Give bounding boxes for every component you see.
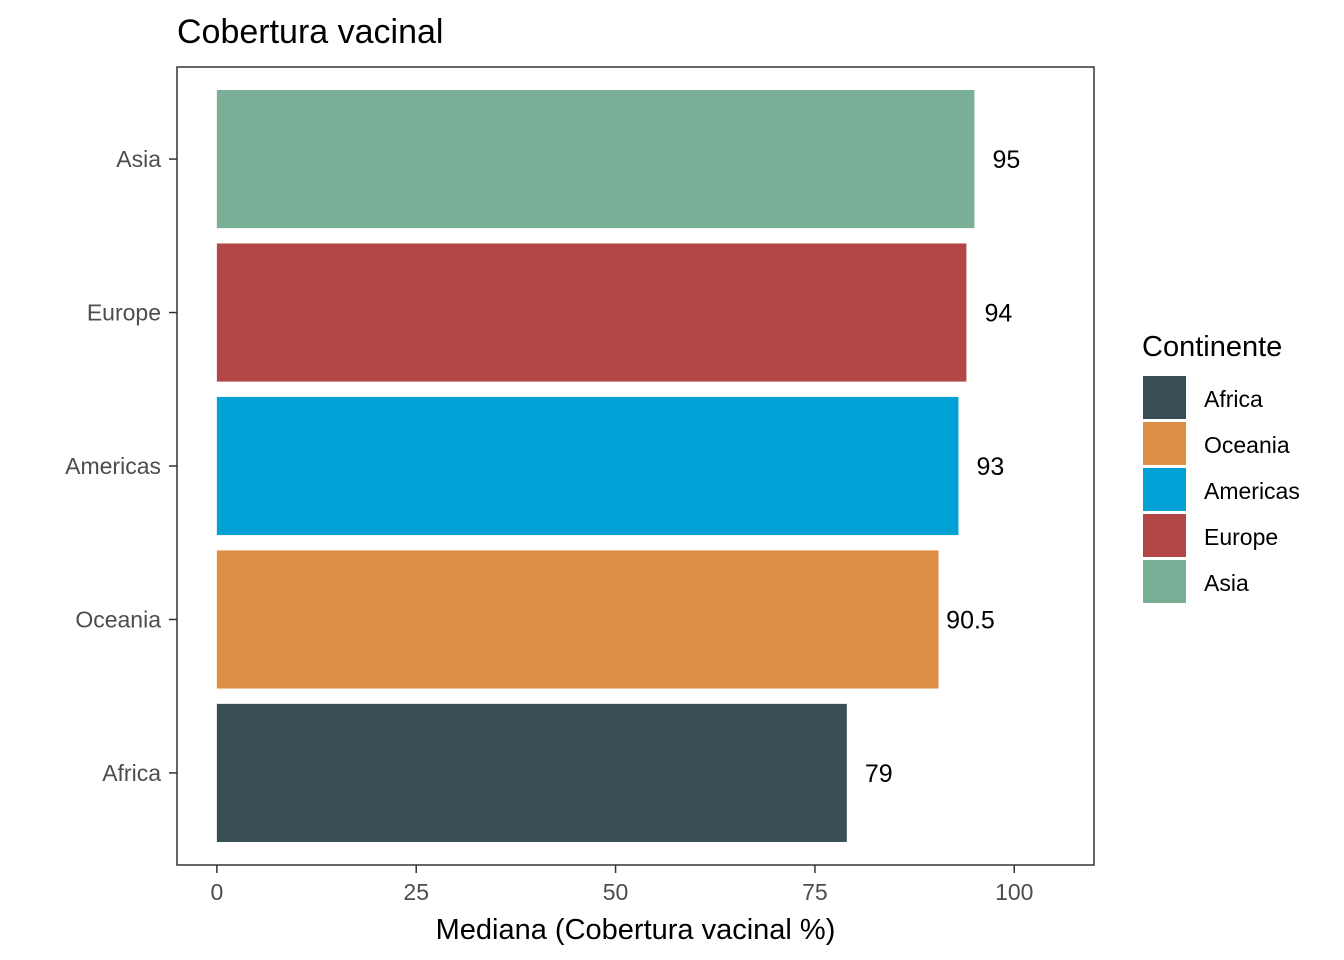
x-tick-label: 50	[603, 879, 629, 905]
x-tick-label: 75	[802, 879, 828, 905]
y-tick-label-asia: Asia	[116, 146, 161, 172]
x-tick-label: 25	[403, 879, 429, 905]
y-tick-label-oceania: Oceania	[75, 606, 161, 632]
data-label-europe: 94	[985, 300, 1013, 328]
y-axis: Africa Oceania Americas Europe Asia	[65, 146, 177, 786]
legend-label-europe: Europe	[1204, 524, 1278, 550]
legend-label-africa: Africa	[1204, 386, 1263, 412]
legend-label-oceania: Oceania	[1204, 432, 1290, 458]
legend-label-americas: Americas	[1204, 478, 1300, 504]
legend-label-asia: Asia	[1204, 570, 1249, 596]
legend-swatch-europe	[1143, 514, 1186, 557]
legend-swatch-oceania	[1143, 422, 1186, 465]
x-tick-label: 100	[995, 879, 1033, 905]
bar-europe	[216, 243, 967, 382]
legend-title: Continente	[1142, 331, 1282, 363]
y-tick-label-europe: Europe	[87, 300, 161, 326]
data-label-americas: 93	[977, 453, 1005, 481]
bar-asia	[216, 90, 975, 229]
legend-swatch-asia	[1143, 560, 1186, 603]
data-label-asia: 95	[992, 146, 1020, 174]
y-tick-label-americas: Americas	[65, 453, 161, 479]
x-axis: 0 25 50 75 100	[210, 865, 1033, 905]
x-tick-label: 0	[210, 879, 223, 905]
legend-swatch-africa	[1143, 376, 1186, 419]
x-axis-title: Mediana (Cobertura vacinal %)	[436, 914, 836, 946]
bar-americas	[216, 396, 959, 536]
bar-africa	[216, 703, 847, 842]
bars-group	[216, 90, 975, 842]
legend-swatch-americas	[1143, 468, 1186, 511]
chart-title: Cobertura vacinal	[177, 13, 443, 51]
data-labels-group: 79 90.5 93 94 95	[865, 146, 1020, 788]
data-label-africa: 79	[865, 760, 893, 788]
legend: Continente Africa Oceania Americas Europe As…	[1142, 331, 1300, 603]
bar-oceania	[216, 550, 939, 689]
y-tick-label-africa: Africa	[102, 760, 161, 786]
data-label-oceania: 90.5	[946, 606, 995, 634]
